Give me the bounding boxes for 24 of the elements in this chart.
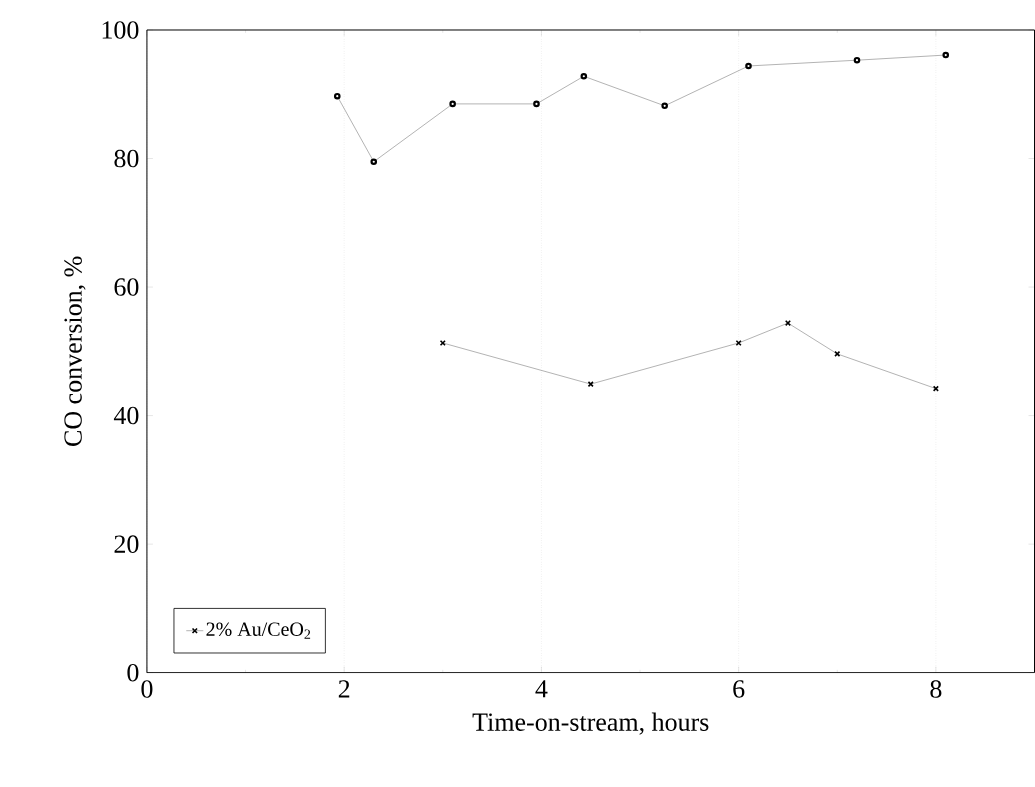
x-tick-label: 8 bbox=[930, 680, 942, 698]
point bbox=[942, 51, 950, 59]
y-axis-title: CO conversion, % bbox=[64, 256, 86, 447]
x-tick-label: 0 bbox=[141, 680, 153, 698]
point bbox=[745, 62, 752, 70]
x-tick-label: 6 bbox=[733, 680, 745, 698]
point bbox=[580, 73, 588, 80]
point bbox=[661, 102, 668, 110]
point bbox=[333, 93, 341, 100]
y-tick-label: 0 bbox=[127, 664, 139, 682]
y-tick-label: 20 bbox=[114, 535, 139, 554]
point bbox=[449, 100, 456, 108]
legend-label: 2% Au/CeO$_{2}$ bbox=[206, 622, 311, 639]
point bbox=[533, 100, 540, 108]
point bbox=[784, 320, 792, 327]
y-tick-label: 100 bbox=[102, 21, 139, 39]
y-tick-label: 80 bbox=[114, 149, 139, 168]
y-tick-label: 60 bbox=[114, 278, 139, 297]
point bbox=[370, 158, 378, 166]
x-axis-title: Time-on-stream, hours bbox=[472, 712, 709, 735]
x-tick-label: 4 bbox=[535, 680, 548, 698]
y-tick-label: 40 bbox=[113, 407, 139, 425]
point bbox=[853, 57, 861, 64]
x-tick-label: 2 bbox=[338, 680, 350, 698]
